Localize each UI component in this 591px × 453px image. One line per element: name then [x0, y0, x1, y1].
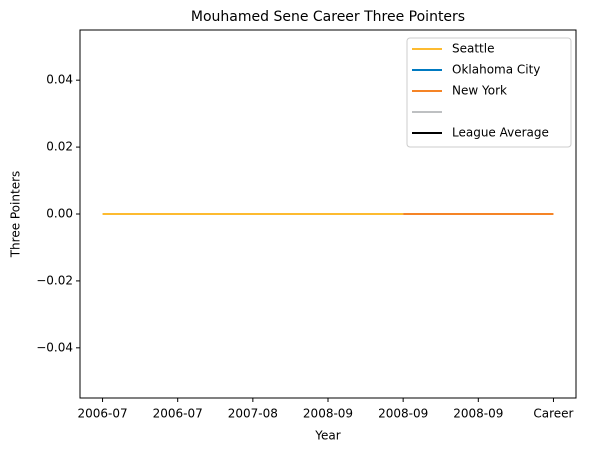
y-tick-label: −0.02: [36, 273, 73, 287]
x-tick-label: 2008-09: [453, 407, 503, 421]
chart-title: Mouhamed Sene Career Three Pointers: [191, 9, 465, 25]
x-tick-label: Career: [533, 407, 573, 421]
x-tick-label: 2007-08: [228, 407, 278, 421]
y-tick-label: 0.04: [46, 73, 73, 87]
x-axis-label: Year: [314, 429, 340, 443]
y-tick-label: −0.04: [36, 340, 73, 354]
legend-label: Oklahoma City: [452, 63, 540, 77]
y-tick-label: 0.00: [46, 207, 73, 221]
x-tick-label: 2008-09: [303, 407, 353, 421]
x-tick-label: 2006-07: [153, 407, 203, 421]
x-tick-label: 2006-07: [77, 407, 127, 421]
y-axis-label: Three Pointers: [9, 171, 23, 259]
legend-label: League Average: [452, 126, 549, 140]
legend-label: New York: [452, 84, 507, 98]
legend-label: Seattle: [452, 42, 494, 56]
x-tick-label: 2008-09: [378, 407, 428, 421]
plot-frame: [79, 29, 577, 399]
y-tick-label: 0.02: [46, 140, 73, 154]
legend-box: [406, 37, 572, 148]
